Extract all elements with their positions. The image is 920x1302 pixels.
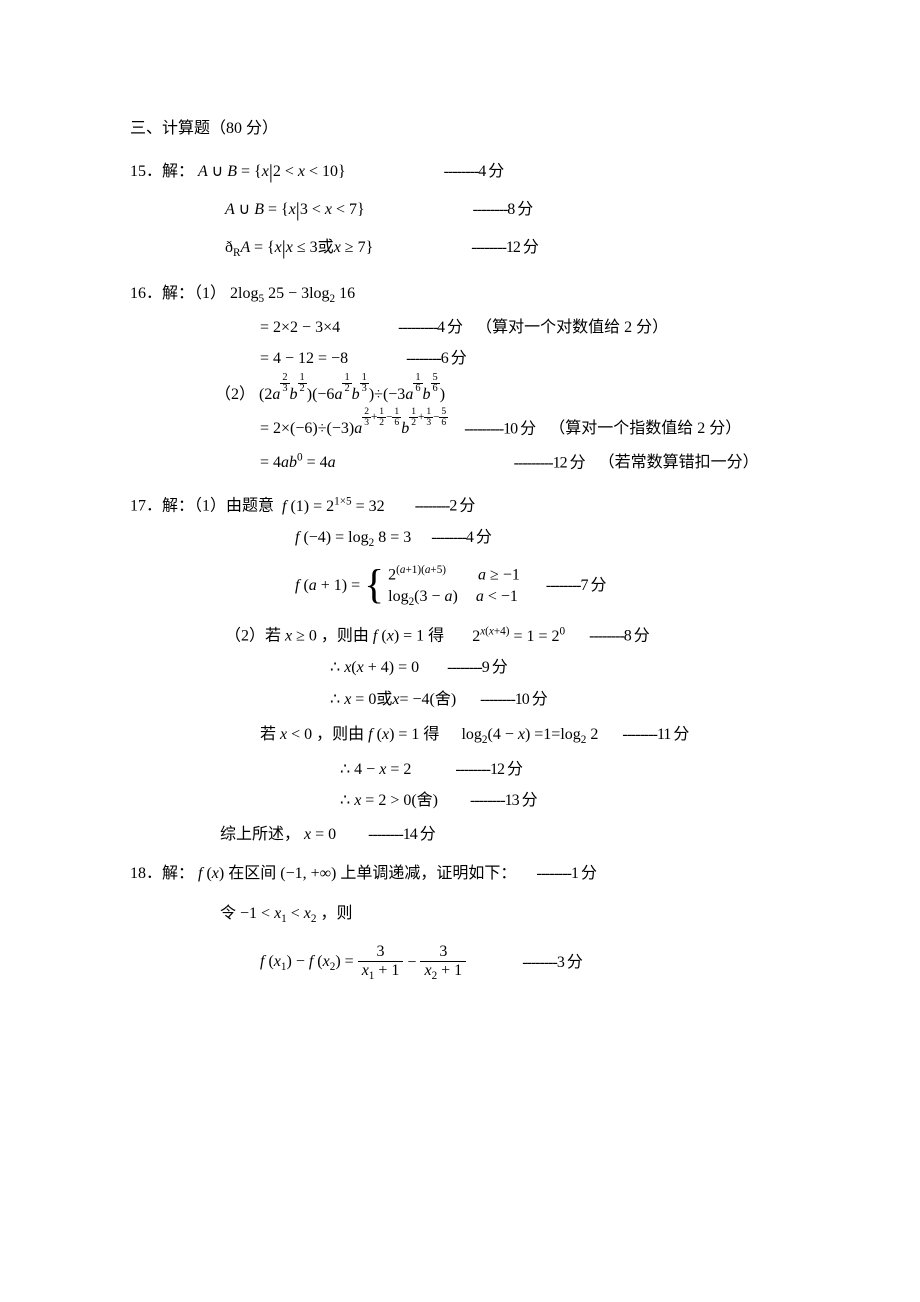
q17-p2-s3-score: --------10 分 bbox=[480, 691, 547, 708]
q18-l1-score: --------1 分 bbox=[536, 865, 596, 882]
q17-p3-r-expr: log2(4 − x) =1=log2 2 bbox=[461, 726, 602, 743]
q17-p2-step2: ∴ x(x + 4) = 0 --------9 分 bbox=[130, 655, 810, 681]
q15-l2-score: --------8 分 bbox=[473, 201, 533, 218]
q17-l2-score: --------4 分 bbox=[431, 529, 491, 546]
q17-l3-score: --------7 分 bbox=[546, 578, 606, 595]
q17-p2-s2-expr: ∴ x(x + 4) = 0 bbox=[330, 659, 423, 676]
q15-l3-expr: ðRA = {x|x ≤ 3或x ≥ 7} bbox=[225, 239, 377, 256]
q16-p2-s2-score: ---------12 分 bbox=[514, 454, 585, 471]
q17-l3-lhs: f (a + 1) = bbox=[295, 578, 364, 595]
q17-l1-expr: f (1) = 21×5 = 32 bbox=[282, 498, 389, 515]
q18-l1-expr: f (x) bbox=[198, 865, 228, 882]
q16-p1-s1-note: （算对一个对数值给 2 分） bbox=[476, 319, 668, 336]
q16-p1-s2-score: --------6 分 bbox=[406, 350, 466, 367]
q15-l1-expr: A ∪ B = {x|2 < x < 10} bbox=[198, 163, 350, 180]
q17-cases: 2(a+1)(a+5) a ≥ −1 log2(3 − a) a < −1 bbox=[388, 563, 520, 609]
q16-p2-head: （2） (2a23b12)(−6a12b13)÷(−3a16b56) bbox=[130, 382, 810, 408]
q17-l2-expr: f (−4) = log2 8 = 3 bbox=[295, 529, 415, 546]
q18-line3: f (x1) − f (x2) = 3 x1 + 1 − 3 x2 + 1 --… bbox=[130, 943, 810, 982]
q18-l1-text: 在区间 (−1, +∞) 上单调递减，证明如下： bbox=[228, 865, 516, 882]
q17-p2-line1: （2）若 x ≥ 0 ，则由 f (x) = 1 得 2x(x+4) = 1 =… bbox=[130, 623, 810, 649]
q16-p2-s1-note: （算对一个指数值给 2 分） bbox=[549, 420, 741, 437]
q16-p1-s2-expr: = 4 − 12 = −8 bbox=[260, 350, 348, 367]
q16-p2-label: （2） bbox=[215, 386, 255, 403]
q17-p3-step3: ∴ x = 2 > 0(舍) --------13 分 bbox=[130, 788, 810, 814]
q17-label: 17．解：（1）由题意 bbox=[130, 498, 274, 515]
q17-p2-label: （2）若 x ≥ 0 ，则由 f (x) = 1 得 bbox=[225, 628, 444, 645]
q15-l1-score: --------4 分 bbox=[444, 163, 504, 180]
q17-p3-step2: ∴ 4 − x = 2 --------12 分 bbox=[130, 757, 810, 783]
q17-line1: 17．解：（1）由题意 f (1) = 21×5 = 32 --------2 … bbox=[130, 493, 810, 519]
q17-concl: 综上所述， x = 0 --------14 分 bbox=[130, 822, 810, 848]
q16-p2-s2-expr: = 4ab0 = 4a bbox=[260, 454, 340, 471]
q18-line2: 令 −1 < x1 < x2 ，则 bbox=[130, 901, 810, 929]
q17-concl-expr: x = 0 bbox=[304, 826, 336, 843]
q16-p1-step2: = 4 − 12 = −8 --------6 分 bbox=[130, 346, 810, 372]
q17-line3: f (a + 1) = { 2(a+1)(a+5) a ≥ −1 log2(3 … bbox=[130, 563, 810, 609]
q17-p3-s3-expr: ∴ x = 2 > 0(舍) bbox=[340, 792, 442, 809]
q17-concl-label: 综上所述， bbox=[220, 826, 300, 843]
q15-line3: ðRA = {x|x ≤ 3或x ≥ 7} --------12 分 bbox=[130, 230, 810, 263]
q16-p1-head: 2log5 25 − 3log2 16 bbox=[230, 285, 355, 302]
q18-frac2: 3 x2 + 1 bbox=[420, 943, 466, 982]
q16-p1-s1-score: ---------4 分 bbox=[398, 319, 462, 336]
q16-p1-s1-expr: = 2×2 − 3×4 bbox=[260, 319, 340, 336]
q18-l3-score: --------3 分 bbox=[522, 954, 582, 971]
section-title: 三、计算题（80 分） bbox=[130, 116, 810, 142]
q16-label: 16．解：（1） bbox=[130, 285, 226, 302]
q16-p2-s1-expr: = 2×(−6)÷(−3)a23+12−16b12+13−56 bbox=[260, 420, 452, 437]
q15-line2: A ∪ B = {x|3 < x < 7} --------8 分 bbox=[130, 192, 810, 224]
page: 三、计算题（80 分） 15．解： A ∪ B = {x|2 < x < 10}… bbox=[0, 0, 920, 1302]
q18-label: 18．解： bbox=[130, 865, 194, 882]
q18-line1: 18．解： f (x) 在区间 (−1, +∞) 上单调递减，证明如下： ---… bbox=[130, 861, 810, 887]
q17-p3-s2-expr: ∴ 4 − x = 2 bbox=[340, 761, 415, 778]
q16-p2-s2-note: （若常数算错扣一分） bbox=[599, 454, 759, 471]
q16-p2-head-expr: (2a23b12)(−6a12b13)÷(−3a16b56) bbox=[259, 386, 445, 403]
q15-line1: 15．解： A ∪ B = {x|2 < x < 10} --------4 分 bbox=[130, 154, 810, 186]
q15-l2-expr: A ∪ B = {x|3 < x < 7} bbox=[225, 201, 369, 218]
q17-p3-r-score: --------11 分 bbox=[622, 726, 688, 743]
q17-p2-s2-score: --------9 分 bbox=[447, 659, 507, 676]
q16-p2-s1-score: ---------10 分 bbox=[464, 420, 535, 437]
q18-l2-text: 令 −1 < x1 < x2 ，则 bbox=[220, 905, 353, 922]
q17-l1-score: --------2 分 bbox=[415, 498, 475, 515]
q16-p2-step1: = 2×(−6)÷(−3)a23+12−16b12+13−56 --------… bbox=[130, 416, 810, 442]
q17-p3-line1: 若 x < 0 ，则由 f (x) = 1 得 log2(4 − x) =1=l… bbox=[130, 722, 810, 750]
q17-p2-s3-expr: ∴ x = 0或x= −4(舍) bbox=[330, 691, 460, 708]
q17-line2: f (−4) = log2 8 = 3 --------4 分 bbox=[130, 525, 810, 553]
q18-frac1: 3 x1 + 1 bbox=[358, 943, 404, 982]
q16-p1-step1: = 2×2 − 3×4 ---------4 分 （算对一个对数值给 2 分） bbox=[130, 315, 810, 341]
q17-p2-step3: ∴ x = 0或x= −4(舍) --------10 分 bbox=[130, 687, 810, 713]
q15-l3-score: --------12 分 bbox=[471, 239, 538, 256]
q17-p3-s2-score: --------12 分 bbox=[455, 761, 522, 778]
q17-concl-score: --------14 分 bbox=[368, 826, 435, 843]
q17-p3-label: 若 x < 0 ，则由 f (x) = 1 得 bbox=[260, 726, 439, 743]
brace-icon: { bbox=[364, 566, 384, 603]
q18-l3-lhs: f (x1) − f (x2) = bbox=[260, 953, 358, 970]
q18-l3-mid: − bbox=[407, 954, 416, 971]
q16-p2-step2: = 4ab0 = 4a ---------12 分 （若常数算错扣一分） bbox=[130, 450, 810, 476]
q17-p2-r-score: --------8 分 bbox=[589, 628, 649, 645]
q17-p2-r-expr: 2x(x+4) = 1 = 20 bbox=[472, 628, 569, 645]
q15-label: 15．解： bbox=[130, 163, 194, 180]
q17-p3-s3-score: --------13 分 bbox=[470, 792, 537, 809]
q16-line1: 16．解：（1） 2log5 25 − 3log2 16 bbox=[130, 281, 810, 309]
